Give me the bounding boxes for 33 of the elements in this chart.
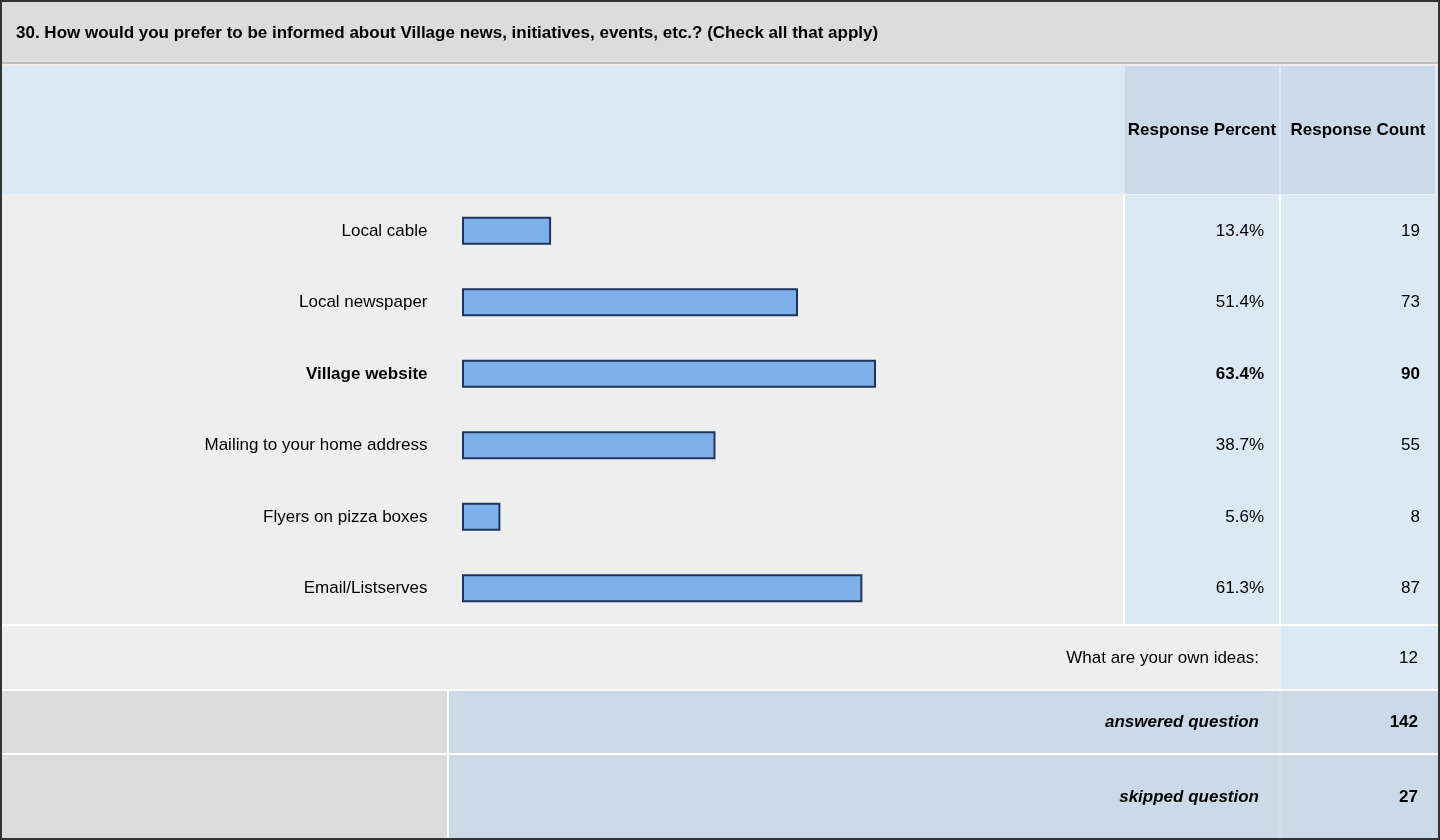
data-label: 38.7% [1215,435,1264,455]
bar [462,359,876,388]
text: 27 [1281,755,1438,838]
data-label: 13.4% [1215,220,1264,240]
text: 87 [1401,578,1420,598]
text: 12 [1281,626,1438,689]
bar [462,502,501,531]
y-tick-label: Email/Listserves [303,578,428,598]
text: Response Percent [1125,66,1279,194]
bar [462,216,552,245]
chart-title: 30. How would you prefer to be informed about Village news, initiatives, events, etc.? (Check all that apply) [2,2,1438,64]
text: 73 [1401,292,1420,312]
y-tick-label: Mailing to your home address [204,435,428,455]
data-label: 5.6% [1225,506,1264,526]
text: What are your own ideas: [2,626,1279,689]
data-label: 51.4% [1215,292,1264,312]
bar [462,288,799,317]
y-tick-label: Local newspaper [298,292,428,312]
text: Response Count [1281,66,1435,194]
bar [462,431,716,460]
data-label: 61.3% [1215,578,1264,598]
text: 19 [1401,220,1420,240]
y-tick-label: Local cable [341,220,428,240]
text: skipped question [447,755,1279,838]
text: 142 [1281,691,1438,753]
text: 8 [1410,506,1420,526]
text: 55 [1401,435,1420,455]
text: 90 [1401,363,1420,383]
text: answered question [447,691,1279,753]
y-tick-label: Flyers on pizza boxes [263,506,428,526]
bar [462,574,863,603]
y-tick-label: Village website [305,363,428,383]
data-label: 63.4% [1215,363,1264,383]
